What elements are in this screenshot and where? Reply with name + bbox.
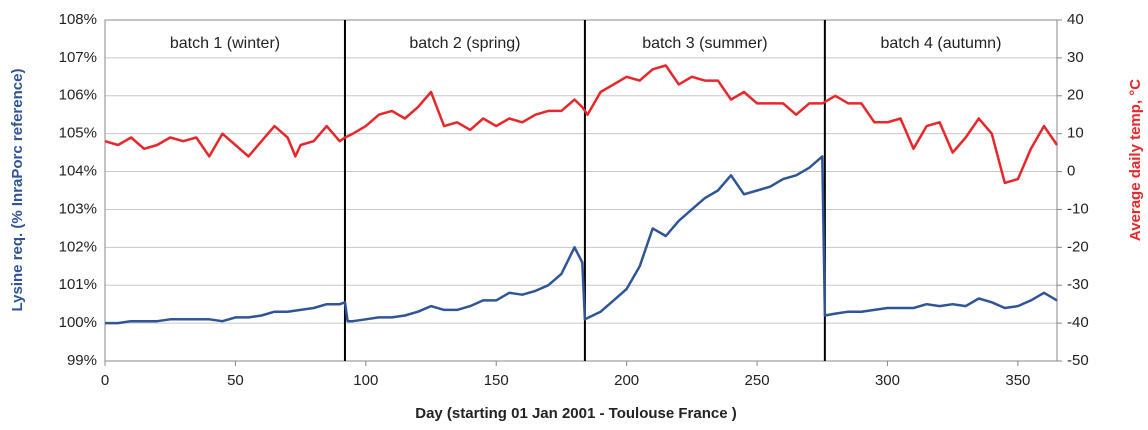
x-tick-label: 250 (745, 372, 770, 389)
x-tick-label: 0 (101, 372, 109, 389)
y2-tick-label: 30 (1067, 49, 1084, 66)
y2-axis-title: Average daily temp, °C (1127, 79, 1144, 241)
x-tick-label: 300 (875, 372, 900, 389)
y2-tick-label: 0 (1067, 163, 1075, 180)
y2-tick-label: -40 (1067, 314, 1089, 331)
x-tick-label: 200 (614, 372, 639, 389)
plot-frame (104, 19, 1058, 362)
y-tick-label: 101% (59, 276, 97, 293)
y-tick-label: 104% (59, 163, 97, 180)
y-tick-label: 100% (59, 314, 97, 331)
y-axis-title: Lysine req. (% InraPorc reference) (9, 69, 26, 312)
y-tick-label: 103% (59, 200, 97, 217)
x-axis-title: Day (starting 01 Jan 2001 - Toulouse Fra… (415, 405, 737, 422)
y2-tick-label: -30 (1067, 276, 1089, 293)
y2-tick-label: -50 (1067, 352, 1089, 369)
data-line (104, 64, 1059, 185)
x-tick-label: 100 (353, 372, 378, 389)
y2-tick-label: 10 (1067, 125, 1084, 142)
y-tick-label: 99% (67, 352, 97, 369)
x-tick-label: 50 (227, 372, 244, 389)
batch-label: batch 4 (autumn) (880, 35, 1001, 52)
y-tick-label: 108% (59, 11, 97, 28)
x-tick-label: 150 (484, 372, 509, 389)
y2-tick-label: -20 (1067, 238, 1089, 255)
y2-tick-label: 20 (1067, 87, 1084, 104)
data-line (105, 155, 1058, 325)
batch-label: batch 2 (spring) (409, 35, 520, 52)
y-tick-label: 102% (59, 238, 97, 255)
batch-label: batch 1 (winter) (170, 35, 280, 52)
y-tick-label: 105% (59, 125, 97, 142)
x-tick-label: 350 (1005, 372, 1030, 389)
batch-label: batch 3 (summer) (642, 35, 767, 52)
y-tick-label: 107% (59, 49, 97, 66)
y2-tick-label: -10 (1067, 200, 1089, 217)
y2-tick-label: 40 (1067, 11, 1084, 28)
y-tick-label: 106% (59, 87, 97, 104)
